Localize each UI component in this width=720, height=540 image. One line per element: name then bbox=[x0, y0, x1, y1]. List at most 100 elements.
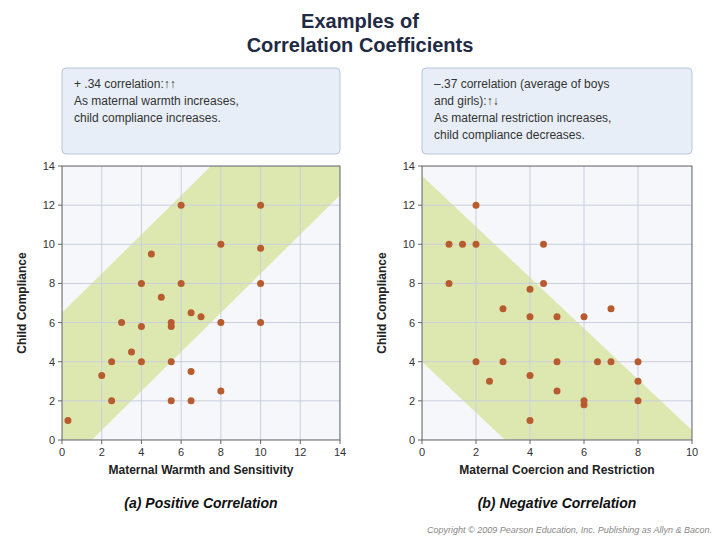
annotation-box bbox=[422, 68, 692, 154]
point bbox=[581, 313, 588, 320]
tick-y bbox=[58, 400, 62, 401]
tick-label-x: 6 bbox=[178, 446, 184, 458]
point bbox=[527, 372, 534, 379]
tick-x bbox=[476, 440, 477, 444]
tick-label-y: 0 bbox=[409, 434, 415, 446]
grid-line-y bbox=[62, 205, 340, 206]
point bbox=[217, 388, 224, 395]
tick-x bbox=[101, 440, 102, 444]
point bbox=[473, 241, 480, 248]
tick-y bbox=[58, 166, 62, 167]
tick-x bbox=[584, 440, 585, 444]
point bbox=[554, 358, 561, 365]
band bbox=[62, 166, 340, 440]
plot-clip bbox=[62, 166, 340, 440]
y-axis-label: Child Compliance bbox=[15, 252, 29, 354]
tick-label-x: 2 bbox=[473, 446, 479, 458]
point bbox=[257, 202, 264, 209]
point bbox=[257, 245, 264, 252]
point bbox=[554, 388, 561, 395]
tick-label-y: 12 bbox=[403, 199, 415, 211]
point bbox=[148, 251, 155, 258]
point bbox=[168, 323, 175, 330]
point bbox=[217, 241, 224, 248]
tick-label-x: 6 bbox=[581, 446, 587, 458]
tick-x bbox=[260, 440, 261, 444]
point bbox=[168, 358, 175, 365]
tick-x bbox=[141, 440, 142, 444]
tick-label-x: 8 bbox=[635, 446, 641, 458]
tick-y bbox=[58, 205, 62, 206]
tick-x bbox=[181, 440, 182, 444]
tick-label-x: 0 bbox=[419, 446, 425, 458]
point bbox=[500, 305, 507, 312]
tick-label-y: 4 bbox=[409, 356, 415, 368]
point bbox=[446, 280, 453, 287]
grid-line-x bbox=[101, 166, 102, 440]
point bbox=[178, 202, 185, 209]
annotation-text: –.37 correlation (average of boysand gir… bbox=[434, 77, 611, 142]
point bbox=[138, 323, 145, 330]
annotation: –.37 correlation (average of boysand gir… bbox=[422, 68, 692, 154]
tick-label-y: 2 bbox=[49, 395, 55, 407]
scatter-chart: –.37 correlation (average of boysand gir… bbox=[375, 68, 698, 540]
point bbox=[158, 294, 165, 301]
point bbox=[527, 313, 534, 320]
point bbox=[108, 358, 115, 365]
subtitle: (a) Positive Correlation bbox=[124, 495, 277, 511]
tick-y bbox=[58, 244, 62, 245]
band bbox=[422, 176, 692, 440]
tick-label-x: 2 bbox=[99, 446, 105, 458]
grid-line-x bbox=[300, 166, 301, 440]
plot-clip bbox=[422, 166, 692, 440]
tick-y bbox=[418, 283, 422, 284]
tick-y bbox=[58, 283, 62, 284]
tick-label-x: 12 bbox=[294, 446, 306, 458]
point bbox=[198, 313, 205, 320]
tick-y bbox=[58, 440, 62, 441]
plot-frame bbox=[62, 166, 340, 440]
tick-label-y: 4 bbox=[49, 356, 55, 368]
grid-line-y bbox=[422, 400, 692, 401]
tick-y bbox=[418, 400, 422, 401]
grid-line-y bbox=[422, 283, 692, 284]
point bbox=[64, 417, 71, 424]
point bbox=[188, 368, 195, 375]
title: Examples ofCorrelation Coefficients bbox=[247, 10, 474, 56]
tick-y bbox=[418, 440, 422, 441]
x-axis-label: Maternal Warmth and Sensitivity bbox=[109, 463, 294, 477]
point bbox=[138, 358, 145, 365]
annotation-text: + .34 correlation:↑↑As maternal warmth i… bbox=[74, 77, 239, 125]
point bbox=[473, 358, 480, 365]
point bbox=[188, 309, 195, 316]
tick-y bbox=[418, 166, 422, 167]
point bbox=[608, 358, 615, 365]
point bbox=[459, 241, 466, 248]
y-axis-label: Child Compliance bbox=[375, 252, 389, 354]
tick-x bbox=[638, 440, 639, 444]
tick-label-x: 4 bbox=[527, 446, 533, 458]
point bbox=[635, 378, 642, 385]
tick-label-y: 6 bbox=[49, 317, 55, 329]
grid-line-y bbox=[62, 361, 340, 362]
tick-x bbox=[340, 440, 341, 444]
point bbox=[138, 280, 145, 287]
point bbox=[257, 319, 264, 326]
tick-y bbox=[418, 205, 422, 206]
point bbox=[527, 417, 534, 424]
point bbox=[168, 397, 175, 404]
annotation: + .34 correlation:↑↑As maternal warmth i… bbox=[62, 68, 340, 154]
grid-line-y bbox=[422, 322, 692, 323]
tick-label-y: 12 bbox=[43, 199, 55, 211]
point bbox=[608, 305, 615, 312]
tick-label-x: 14 bbox=[334, 446, 346, 458]
scatter-chart: + .34 correlation:↑↑As maternal warmth i… bbox=[15, 39, 346, 511]
grid-line-y bbox=[422, 205, 692, 206]
tick-label-x: 10 bbox=[686, 446, 698, 458]
point bbox=[540, 241, 547, 248]
grid-line-y bbox=[62, 322, 340, 323]
tick-label-x: 10 bbox=[254, 446, 266, 458]
tick-label-y: 10 bbox=[403, 238, 415, 250]
tick-x bbox=[530, 440, 531, 444]
grid-line-x bbox=[530, 166, 531, 440]
